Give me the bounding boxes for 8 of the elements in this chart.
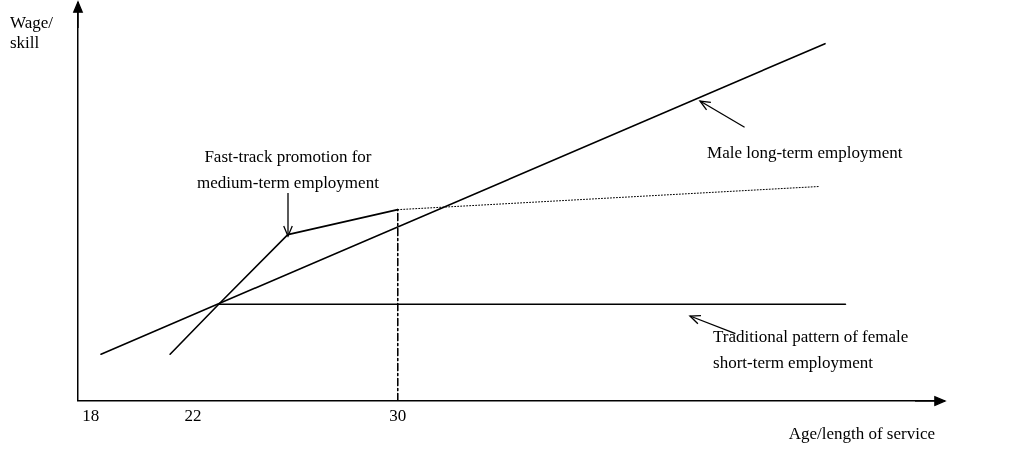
x-tick-label: 18 — [82, 406, 100, 426]
annotation: Traditional pattern of female short-term employment — [713, 327, 909, 373]
x-tick-label: 30 — [389, 406, 407, 426]
annotation: Fast-track promotion for medium-term employment — [197, 146, 380, 192]
x-axis-title: Age/length of service — [788, 424, 935, 444]
annotation: Male long-term employment — [707, 142, 903, 162]
y-axis-title: Wage/ skill — [10, 13, 54, 53]
x-tick-label: 22 — [184, 406, 202, 426]
